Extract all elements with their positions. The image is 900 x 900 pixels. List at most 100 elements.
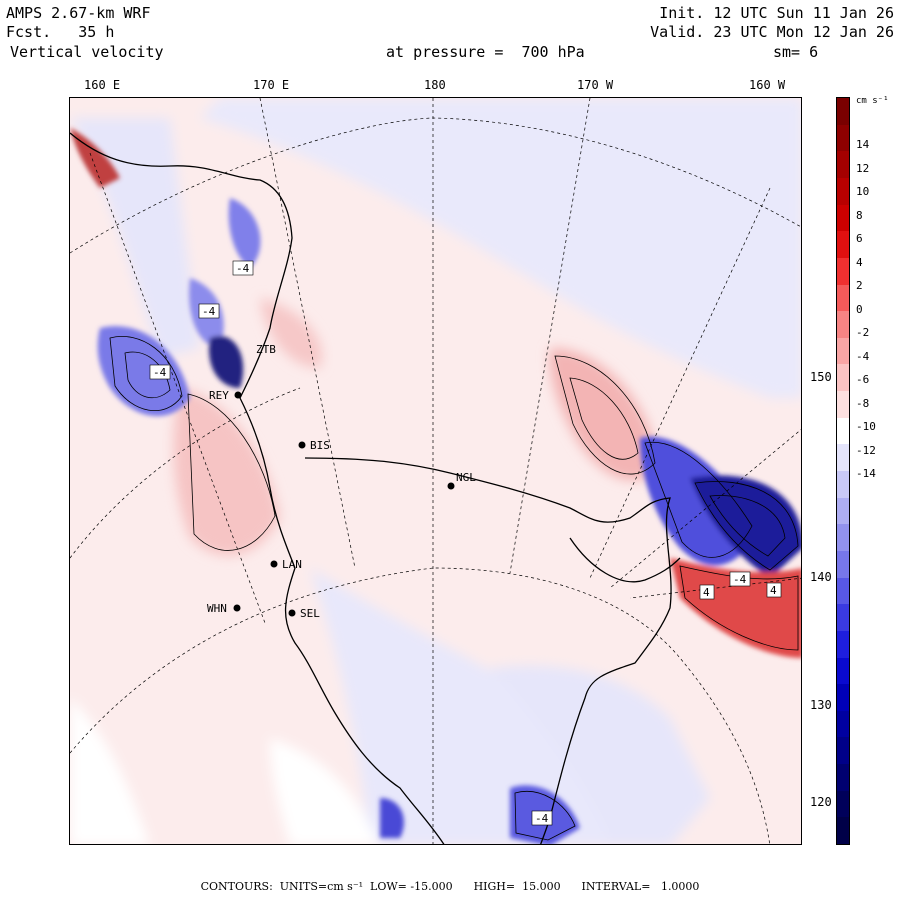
vertical-velocity-map: ZTB REY BIS NGL LAN WHN [69,97,802,845]
station-label: NGL [456,471,476,484]
colorbar-tick-label: 6 [856,232,863,245]
grounding-line [304,457,672,844]
contour-value-labels: -4 -4 -4 -4 4 4 -4 [149,260,782,826]
blank-region [270,738,380,844]
station-label: BIS [310,439,330,452]
colorbar-tick-label: 12 [856,161,870,175]
colorbar-tick-label: 0 [856,302,863,316]
colorbar-segment [837,98,849,126]
station-lan: LAN [270,558,302,571]
station-marker [288,609,296,617]
station-label: ZTB [256,343,276,356]
contour [109,336,183,412]
init-time: Init. 12 UTC Sun 11 Jan 26 [659,4,894,22]
contour-info: CONTOURS: UNITS=cm s⁻¹ LOW= -15.000 HIGH… [200,880,700,893]
colorbar-tick-label: -2 [856,326,870,339]
colorbar-segment [837,337,849,365]
contour-label: -4 [531,810,553,826]
colorbar-tick-label: 14 [856,138,870,151]
contour [709,495,786,557]
coast-path [70,132,445,844]
broad-fields [70,98,801,844]
model-title: AMPS 2.67-km WRF [6,4,151,22]
colorbar-tick-label: 10 [856,185,870,198]
station-marker [234,391,242,399]
positive-region [173,388,280,556]
contour-label: 4 [699,584,715,600]
smoothing: sm= 6 [773,43,819,61]
colorbar-tick-label: -8 [856,396,870,410]
station-bis: BIS [298,439,330,452]
station-marker [298,441,306,449]
strong-negative [380,798,404,838]
colorbar-segment [837,284,849,312]
station-label: WHN [207,602,227,615]
stations: ZTB REY BIS NGL LAN WHN [207,343,476,620]
pressure-level: at pressure = 700 hPa [386,43,585,61]
contour [514,791,576,841]
station-marker [233,604,241,612]
parallel [70,117,801,254]
colorbar-segment [837,524,849,552]
colorbar-tick-label: 8 [856,208,863,222]
negative-region [200,98,801,398]
contour [694,481,799,571]
forecast-hour: Fcst. 35 h [6,23,115,41]
station-ztb: ZTB [256,343,276,356]
colorbar-segment [837,417,849,445]
contour-lines [109,336,799,841]
colorbar-segment [837,444,849,472]
svg-text:4: 4 [770,584,777,597]
colorbar-segment [837,311,849,339]
colorbar-segment [837,684,849,712]
valid-time: Valid. 23 UTC Mon 12 Jan 26 [650,23,894,41]
contour [554,355,656,475]
svg-text:4: 4 [703,586,710,599]
blank-region [70,698,150,844]
svg-text:-4: -4 [153,366,167,379]
strong-negative [209,336,244,388]
svg-text:-4: -4 [202,305,216,318]
contour-label: 4 [766,582,782,598]
contour [187,393,276,551]
svg-text:-4: -4 [236,262,250,275]
meridian [259,98,356,569]
negative-region [310,568,630,844]
station-marker [447,482,455,490]
contour-label: -4 [149,364,171,380]
colorbar-segment [837,764,849,792]
colorbar-segment [837,710,849,738]
negative-region [490,665,710,844]
colorbar-segment [837,177,849,206]
colorbar-segment [837,577,849,605]
lon-label: 160 E [84,78,121,92]
colorbar-unit: cm s⁻¹ [856,96,889,106]
colorbar-tick-label: -10 [856,420,876,433]
colorbar-segment [837,817,849,845]
colorbar-segment [837,231,849,259]
station-whn: WHN [207,602,241,615]
colorbar-segment [837,737,849,765]
colorbar-segment [837,257,849,285]
contour-label: -4 [729,571,751,587]
contour [679,565,799,651]
positive-region [549,348,660,481]
station-marker [270,560,278,568]
colorbar-tick-label: -4 [856,349,870,363]
colorbar-segment [837,391,849,419]
station-ngl: NGL [447,471,476,490]
ice-edge [569,537,681,583]
graticule [70,98,801,844]
colorbar-segment [837,657,849,685]
svg-text:-4: -4 [535,812,549,825]
colorbar [836,97,850,845]
station-label: SEL [300,607,320,620]
contour-label: -4 [198,303,220,319]
station-label: LAN [282,558,302,571]
contour [569,377,639,460]
colorbar-segment [837,471,849,499]
map-canvas: ZTB REY BIS NGL LAN WHN [70,98,801,844]
colorbar-segment [837,604,849,632]
colorbar-tick-label: -14 [856,467,876,480]
positive-region [260,298,322,368]
